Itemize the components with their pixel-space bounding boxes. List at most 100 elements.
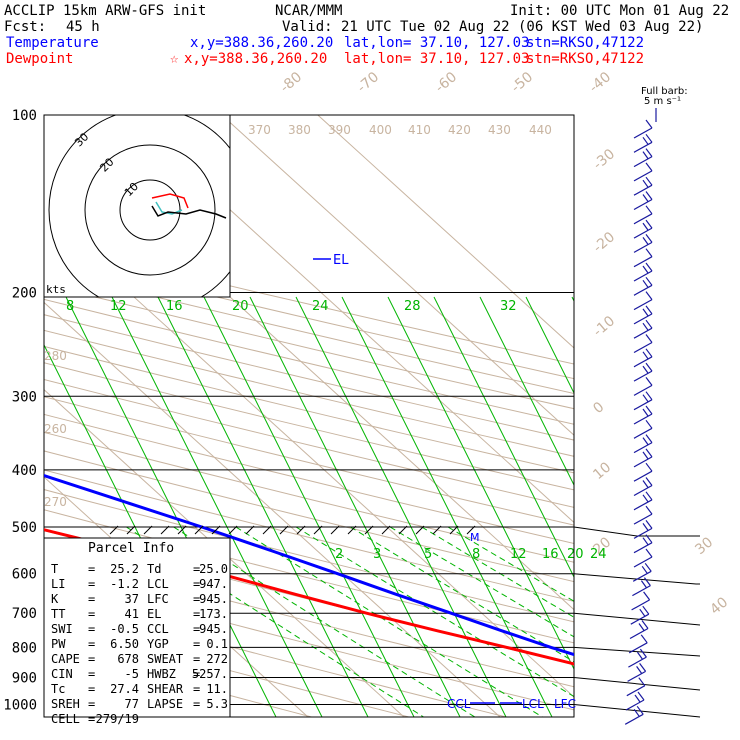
parcel-equals: = [88,652,95,666]
isotherm-line [221,115,574,436]
wind-barb-flag [642,308,649,317]
dry-adiabat-line [44,489,574,623]
freezing-level-hatch [347,525,357,535]
wind-barb-staff [628,642,648,654]
parcel-equals: = [88,577,95,591]
parcel-key: TT [51,607,65,621]
parcel-equals: = [88,682,95,696]
wind-barb-staff [633,527,653,539]
isotherm-label: 40 [707,594,731,618]
wind-barb-flag [636,705,644,715]
isotherm-label: -10 [590,313,618,340]
wind-barb-flag [645,191,653,200]
dry-adiabat-line [44,254,574,380]
parcel-equals: = [88,712,95,726]
barb-panel-line [573,704,701,718]
parcel-key: YGP [147,637,169,651]
hodograph-trace-upper [151,193,189,209]
mixing-ratio-label: 12 [510,547,527,562]
wind-barb-flag [640,634,648,644]
wind-barb-flag [645,162,653,172]
freezing-level-hatch [279,525,289,535]
parcel-value: 25.0 [199,562,228,576]
pressure-tick-label: 200 [12,285,37,301]
isotherm-line [44,301,501,717]
theta-label: 390 [328,123,351,137]
isotherm-label: -30 [590,146,618,173]
wind-barb-staff [631,599,650,611]
isotherm-label: -70 [354,69,382,96]
wind-barb-flag [640,580,647,588]
wind-barb-flag [645,119,653,129]
wind-barb-flag [642,279,649,288]
parcel-key: EL [147,607,161,621]
theta-label: 280 [44,349,67,363]
mixing-ratio-line [173,526,476,717]
freezing-level-hatch [398,525,408,535]
temperature-latlon: lat,lon= 37.10, 127.03 [344,35,529,51]
wind-barb-flag [642,222,649,231]
freezing-level-hatch [228,525,238,535]
wind-barb-flag [642,365,649,374]
parcel-equals: = [88,622,95,636]
wind-barb-staff [633,299,653,311]
parcel-key: SWEAT [147,652,183,666]
mixing-ratio-label: 8 [472,547,480,562]
wind-barb-flag [642,136,649,145]
temperature-station: stn=RKSO,47122 [526,35,644,51]
wind-barb-flag [643,577,651,586]
wind-barb-staff [633,184,653,196]
freezing-level-hatch [466,525,476,535]
wind-barb-flag [636,666,643,674]
wind-barb-staff [633,241,653,253]
pressure-tick-label: 400 [12,463,37,479]
parcel-equals: = [88,562,95,576]
barb-panel-line [573,573,700,585]
parcel-value: 77 [125,697,139,711]
wind-barb-flag [645,133,653,143]
parcel-value: 945. [199,622,228,636]
dewpoint-xy: x,y=388.36,260.20 [184,51,327,67]
pressure-tick-label: 300 [12,389,37,405]
parcel-equals: = [88,667,95,681]
isotherm-line [0,115,20,717]
pressure-labels: 100 200 300 400 500 600 700 800 900 1000 [3,108,37,714]
mixing-ratio-line [350,526,574,663]
wind-barb-flag [645,434,653,443]
wind-barb-staff [633,384,653,396]
forecast-hour: 45 h [66,19,100,35]
wind-barb-staff [633,141,653,153]
wind-barb-flag [642,237,649,245]
wind-barb-flag [645,505,653,515]
barb-panel-line [573,646,701,657]
dry-adiabat-line [44,345,574,474]
wind-barb-staff [633,456,653,468]
wind-barb-flag [642,351,649,360]
dry-adiabat-lines [44,240,574,717]
wind-barb-flag [645,520,653,529]
parcel-key: LAPSE [147,697,183,711]
wind-barb-staff [633,256,653,268]
valid-time: Valid: 21 UTC Tue 02 Aug 22 (06 KST Wed … [282,19,703,35]
freezing-level-hatch [211,525,221,535]
wind-barbs [624,108,657,725]
dry-adiabat-line [44,509,574,644]
parcel-key: LI [51,577,65,591]
parcel-value: 27.4 [110,682,139,696]
wind-barb-staff [633,370,653,382]
moist-line [479,296,574,487]
hodograph-ring [84,144,216,276]
mixing-ratio-label: 3 [373,547,381,562]
parcel-value: 947. [199,577,228,591]
wind-barb-staff [627,670,646,682]
wind-barb-staff [633,513,653,525]
parcel-info-title: Parcel Info [88,541,174,556]
pressure-tick-label: 500 [12,520,37,536]
isotherm-label: 10 [590,459,614,483]
wind-barb-staff [633,556,653,568]
parcel-key: CCL [147,622,169,636]
isotherm-label: 30 [692,534,716,558]
pressure-tick-label: 1000 [3,698,37,714]
